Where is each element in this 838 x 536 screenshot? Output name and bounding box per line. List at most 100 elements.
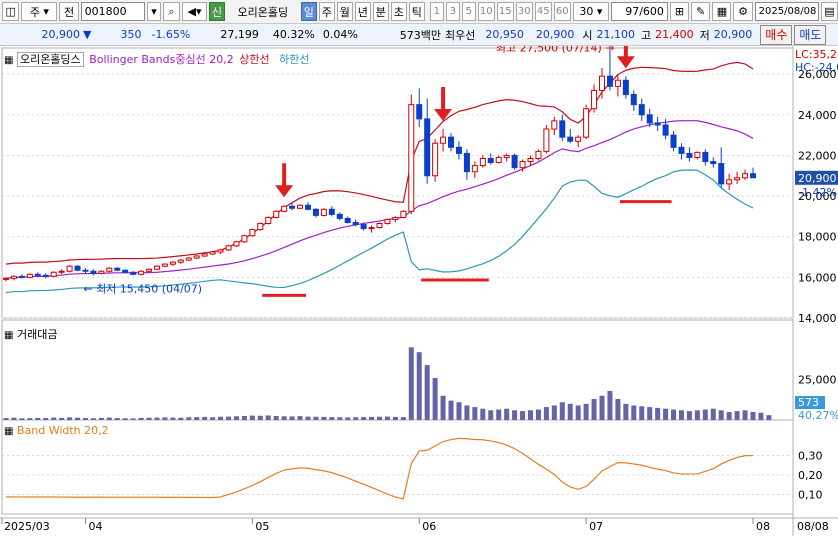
candle-body[interactable]: [320, 208, 327, 216]
code-input[interactable]: 001800: [80, 2, 146, 21]
candle-body[interactable]: [304, 204, 311, 210]
candle-body[interactable]: [670, 134, 677, 148]
candle-body[interactable]: [265, 216, 272, 225]
period-5[interactable]: 초: [390, 2, 407, 21]
candle-body[interactable]: [622, 79, 629, 95]
candle-body[interactable]: [344, 217, 351, 223]
candle-body[interactable]: [614, 79, 621, 87]
interval-60[interactable]: 60: [553, 2, 571, 21]
candle-body[interactable]: [455, 146, 462, 154]
candle-body[interactable]: [241, 235, 248, 243]
candle-body[interactable]: [384, 218, 391, 225]
candle-body[interactable]: [74, 265, 81, 271]
candle-body[interactable]: [368, 227, 375, 230]
interval-30[interactable]: 30: [515, 2, 533, 21]
candle-body[interactable]: [42, 274, 49, 277]
candle-body[interactable]: [503, 154, 510, 158]
candle-body[interactable]: [336, 213, 343, 219]
candle-body[interactable]: [662, 124, 669, 136]
candle-body[interactable]: [487, 157, 494, 164]
candle-body[interactable]: [479, 157, 486, 167]
count-input[interactable]: 97/600: [610, 2, 668, 21]
layout-icon[interactable]: ◫: [2, 2, 20, 21]
candle-body[interactable]: [58, 270, 65, 273]
interval-15[interactable]: 15: [496, 2, 514, 21]
candle-body[interactable]: [424, 118, 431, 177]
candle-body[interactable]: [66, 265, 73, 272]
candle-body[interactable]: [583, 108, 590, 138]
candle-body[interactable]: [710, 161, 717, 165]
candle-body[interactable]: [98, 270, 105, 274]
candle-body[interactable]: [130, 271, 137, 275]
candle-body[interactable]: [400, 210, 407, 218]
candle-body[interactable]: [209, 251, 216, 255]
interval-3[interactable]: 3: [445, 2, 460, 21]
draw-icon[interactable]: ✎: [691, 2, 711, 21]
period-1[interactable]: 주: [318, 2, 335, 21]
candle-body[interactable]: [471, 165, 478, 173]
candle-body[interactable]: [742, 173, 749, 179]
candle-body[interactable]: [440, 136, 447, 144]
candle-body[interactable]: [392, 216, 399, 220]
candle-body[interactable]: [225, 245, 232, 251]
candle-body[interactable]: [678, 146, 685, 154]
date-input[interactable]: 2025/08/08: [754, 2, 819, 21]
candle-body[interactable]: [646, 114, 653, 124]
period-6[interactable]: 틱: [408, 2, 425, 21]
candle-body[interactable]: [26, 273, 33, 278]
candle-body[interactable]: [146, 268, 153, 272]
candle-body[interactable]: [82, 269, 89, 272]
settings-icon[interactable]: ⚙: [733, 2, 753, 21]
candle-body[interactable]: [591, 89, 598, 110]
market-select[interactable]: 주 ▾: [21, 2, 58, 21]
code-dropdown[interactable]: ▾: [147, 2, 161, 21]
candle-body[interactable]: [34, 273, 41, 276]
candle-body[interactable]: [201, 253, 208, 257]
candle-body[interactable]: [281, 205, 288, 212]
candle-body[interactable]: [463, 152, 470, 173]
speaker-icon[interactable]: ◀▾: [182, 2, 207, 21]
candle-body[interactable]: [750, 173, 756, 179]
chart-area[interactable]: 26,000 24,000 22,000 20,000 18,000 16,000 14,0…: [0, 46, 838, 536]
candle-body[interactable]: [718, 163, 725, 185]
candle-body[interactable]: [18, 275, 25, 278]
candle-body[interactable]: [511, 154, 518, 169]
count-select[interactable]: 30 ▾: [572, 2, 609, 21]
candle-body[interactable]: [297, 204, 304, 209]
chart-canvas[interactable]: 26,000 24,000 22,000 20,000 18,000 16,000 14,0…: [0, 46, 838, 536]
candle-body[interactable]: [90, 270, 97, 274]
sell-button[interactable]: 매도: [794, 24, 827, 45]
candle-body[interactable]: [312, 208, 319, 216]
candle-body[interactable]: [527, 157, 534, 163]
candle-body[interactable]: [543, 128, 550, 152]
candle-body[interactable]: [495, 156, 502, 164]
candle-body[interactable]: [153, 265, 160, 270]
candle-body[interactable]: [694, 151, 701, 158]
candle-body[interactable]: [575, 136, 582, 142]
candle-body[interactable]: [114, 267, 121, 271]
candle-body[interactable]: [376, 223, 383, 229]
candle-body[interactable]: [416, 104, 423, 120]
candle-body[interactable]: [734, 177, 741, 181]
candle-body[interactable]: [185, 257, 192, 261]
interval-1[interactable]: 1: [429, 2, 444, 21]
candle-body[interactable]: [702, 151, 709, 163]
candle-body[interactable]: [3, 277, 9, 280]
search-icon[interactable]: ⌕: [162, 2, 181, 21]
candle-body[interactable]: [257, 223, 264, 231]
interval-5[interactable]: 5: [461, 2, 476, 21]
candle-body[interactable]: [193, 255, 200, 259]
interval-10[interactable]: 10: [477, 2, 495, 21]
period-2[interactable]: 월: [336, 2, 353, 21]
candle-body[interactable]: [161, 263, 168, 267]
candle-body[interactable]: [551, 120, 558, 130]
buy-button[interactable]: 매수: [760, 24, 793, 45]
indicator-icon[interactable]: ▦: [712, 2, 732, 21]
candle-body[interactable]: [50, 271, 57, 277]
candle-body[interactable]: [630, 93, 637, 106]
candle-body[interactable]: [519, 161, 526, 169]
candle-body[interactable]: [177, 259, 184, 263]
candle-body[interactable]: [273, 210, 280, 218]
candle-body[interactable]: [448, 136, 455, 148]
candle-body[interactable]: [122, 269, 129, 273]
